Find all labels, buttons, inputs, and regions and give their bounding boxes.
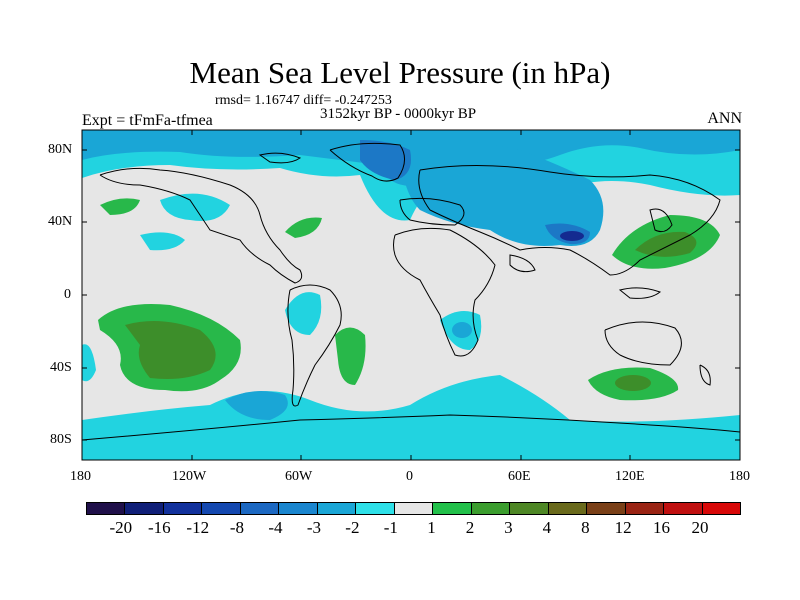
stats-line: rmsd= 1.16747 diff= -0.247253 <box>215 93 392 108</box>
atlantic-green-region <box>285 217 322 238</box>
pacific-green-region <box>100 198 140 215</box>
lon-label-0: 0 <box>406 469 413 484</box>
lon-label-60w: 60W <box>285 469 313 484</box>
south-pacific-olive-region <box>125 321 216 379</box>
colorbar-label: 16 <box>653 518 671 537</box>
eurasia-blue-region <box>400 138 604 246</box>
colorbar-swatch <box>124 502 164 515</box>
colorbar-swatch <box>586 502 626 515</box>
experiment-label: Expt = tFmFa-tfmea <box>82 112 213 129</box>
lon-label-180e: 180 <box>729 469 750 484</box>
colorbar-swatch <box>547 502 588 515</box>
colorbar-label: 20 <box>691 518 709 537</box>
colorbar-label: -1 <box>383 518 398 537</box>
pacific-cyan-region <box>140 232 185 251</box>
colorbar-swatch <box>239 502 280 515</box>
colorbar-swatch <box>201 502 241 515</box>
lat-label-40s: 40S <box>50 360 72 375</box>
africa-blue-core <box>452 322 472 338</box>
colorbar-label: -3 <box>306 518 321 537</box>
period-label: 3152kyr BP - 0000kyr BP <box>320 106 477 122</box>
colorbar-swatch <box>509 502 549 515</box>
lat-label-80s: 80S <box>50 432 72 447</box>
coastlines <box>82 142 740 441</box>
south-atlantic-green-region <box>335 327 366 385</box>
colorbar-label: -20 <box>109 518 133 537</box>
colorbar-label: 12 <box>614 518 632 537</box>
colorbar-swatch <box>316 502 357 515</box>
chart-title: Mean Sea Level Pressure (in hPa) <box>189 55 611 90</box>
colorbar-swatch <box>162 502 203 515</box>
lat-label-80n: 80N <box>48 142 73 157</box>
colorbar-label: -8 <box>229 518 245 537</box>
colorbar-label: 3 <box>504 518 513 537</box>
colorbar-label: 4 <box>542 518 552 537</box>
colorbar-swatch <box>278 502 318 515</box>
axis-ticks <box>82 130 740 460</box>
south-indian-olive-core <box>615 375 651 391</box>
lon-label-120w: 120W <box>172 469 207 484</box>
colorbar-label: -4 <box>268 518 283 537</box>
colorbar-label: 2 <box>465 518 475 537</box>
colorbar-swatch <box>393 502 434 515</box>
lat-label-40n: 40N <box>48 214 73 229</box>
colorbar-swatch <box>470 502 511 515</box>
colorbar-label: -2 <box>345 518 360 537</box>
colorbar-label: 8 <box>581 518 590 537</box>
lon-label-60e: 60E <box>508 469 531 484</box>
japan-olive-region <box>635 231 697 257</box>
colorbar-swatch <box>663 502 703 515</box>
colorbar-swatch <box>624 502 665 515</box>
colorbar-label: -16 <box>147 518 171 537</box>
colorbar-swatch <box>701 502 741 515</box>
colorbar-label: -12 <box>186 518 210 537</box>
colorbar-swatch <box>432 502 472 515</box>
lon-label-120e: 120E <box>615 469 645 484</box>
colorbar-swatch <box>86 502 126 515</box>
tibet-core <box>560 231 584 241</box>
colorbar-label: 1 <box>427 518 436 537</box>
greenland-blue-region <box>360 140 411 180</box>
south-america-cyan-region <box>285 292 322 335</box>
south-america-low <box>225 391 288 420</box>
season-label: ANN <box>707 110 742 127</box>
lat-label-0: 0 <box>64 287 71 302</box>
south-pacific-cyan-tail <box>82 344 96 382</box>
colorbar-swatch <box>355 502 395 515</box>
lon-label-180w: 180 <box>70 469 91 484</box>
